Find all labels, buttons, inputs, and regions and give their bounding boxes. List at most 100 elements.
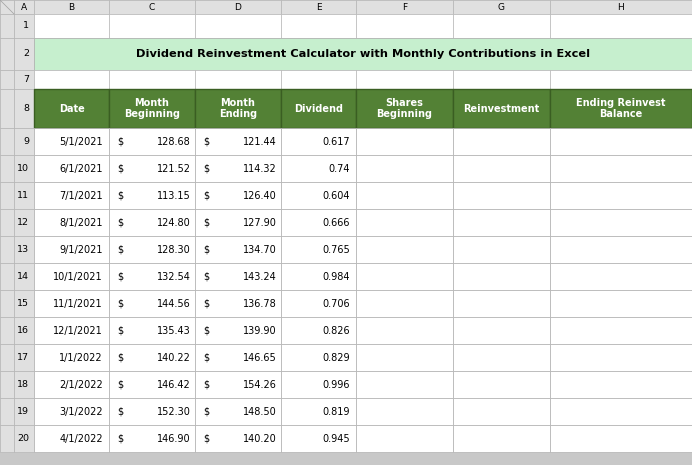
Bar	[14, 70, 34, 89]
Text: 13: 13	[17, 245, 29, 254]
Bar	[195, 398, 281, 425]
Text: 121.44: 121.44	[244, 137, 277, 146]
Text: $: $	[117, 406, 123, 417]
Bar	[453, 209, 550, 236]
Bar	[0, 70, 14, 89]
Bar	[195, 263, 281, 290]
Text: 0.74: 0.74	[329, 164, 350, 173]
Text: 1/1/2022: 1/1/2022	[60, 352, 103, 363]
Text: 10/1/2021: 10/1/2021	[53, 272, 103, 281]
Bar	[14, 182, 34, 209]
Bar	[14, 38, 34, 70]
Bar	[195, 70, 281, 89]
Text: Dividend Reinvestment Calculator with Monthly Contributions in Excel: Dividend Reinvestment Calculator with Mo…	[136, 49, 590, 59]
Bar	[195, 0, 281, 14]
Bar	[109, 371, 195, 398]
Bar	[14, 155, 34, 182]
Text: 140.20: 140.20	[244, 433, 277, 444]
Bar	[195, 89, 281, 128]
Text: $: $	[117, 191, 123, 200]
Bar	[453, 182, 550, 209]
Text: $: $	[203, 379, 209, 390]
Bar	[281, 70, 356, 89]
Text: $: $	[117, 299, 123, 308]
Bar	[356, 70, 453, 89]
Text: 132.54: 132.54	[157, 272, 191, 281]
Bar	[34, 263, 109, 290]
Bar	[356, 0, 453, 14]
Text: $: $	[203, 406, 209, 417]
Bar	[0, 89, 14, 128]
Text: Shares
Beginning: Shares Beginning	[376, 98, 432, 120]
Bar	[109, 290, 195, 317]
Bar	[14, 236, 34, 263]
Text: 7: 7	[23, 75, 29, 84]
Bar	[14, 398, 34, 425]
Text: 9/1/2021: 9/1/2021	[60, 245, 103, 254]
Text: 10: 10	[17, 164, 29, 173]
Bar	[195, 209, 281, 236]
Bar	[109, 398, 195, 425]
Bar	[195, 425, 281, 452]
Bar	[109, 209, 195, 236]
Bar	[14, 290, 34, 317]
Bar	[34, 155, 109, 182]
Text: $: $	[203, 137, 209, 146]
Text: $: $	[203, 218, 209, 227]
Bar	[550, 155, 692, 182]
Bar	[453, 398, 550, 425]
Text: 4/1/2022: 4/1/2022	[60, 433, 103, 444]
Text: 0.945: 0.945	[322, 433, 350, 444]
Bar	[453, 344, 550, 371]
Bar	[34, 89, 109, 128]
Bar	[281, 182, 356, 209]
Bar	[356, 371, 453, 398]
Text: G: G	[498, 2, 505, 12]
Bar	[14, 344, 34, 371]
Bar	[453, 263, 550, 290]
Text: $: $	[117, 218, 123, 227]
Bar	[550, 317, 692, 344]
Bar	[34, 0, 109, 14]
Bar	[453, 317, 550, 344]
Bar	[550, 14, 692, 38]
Bar	[34, 344, 109, 371]
Text: Dividend: Dividend	[294, 104, 343, 113]
Text: 0.826: 0.826	[322, 326, 350, 336]
Bar	[109, 263, 195, 290]
Text: 14: 14	[17, 272, 29, 281]
Text: E: E	[316, 2, 321, 12]
Text: 11/1/2021: 11/1/2021	[53, 299, 103, 308]
Text: 143.24: 143.24	[244, 272, 277, 281]
Bar	[34, 290, 109, 317]
Bar	[550, 0, 692, 14]
Bar	[356, 182, 453, 209]
Bar	[34, 398, 109, 425]
Bar	[14, 317, 34, 344]
Text: 0.984: 0.984	[322, 272, 350, 281]
Bar	[453, 89, 550, 128]
Bar	[109, 425, 195, 452]
Bar	[0, 344, 14, 371]
Text: 17: 17	[17, 353, 29, 362]
Bar	[195, 182, 281, 209]
Text: $: $	[203, 164, 209, 173]
Bar	[0, 155, 14, 182]
Text: $: $	[203, 352, 209, 363]
Bar	[109, 128, 195, 155]
Bar	[550, 70, 692, 89]
Bar	[0, 290, 14, 317]
Text: 8/1/2021: 8/1/2021	[60, 218, 103, 227]
Bar	[34, 209, 109, 236]
Text: Ending Reinvest
Balance: Ending Reinvest Balance	[576, 98, 666, 120]
Bar	[453, 236, 550, 263]
Bar	[0, 398, 14, 425]
Bar	[0, 128, 14, 155]
Bar	[0, 209, 14, 236]
Bar	[281, 236, 356, 263]
Text: $: $	[117, 272, 123, 281]
Bar	[0, 14, 14, 38]
Bar	[453, 290, 550, 317]
Text: 18: 18	[17, 380, 29, 389]
Text: 144.56: 144.56	[157, 299, 191, 308]
